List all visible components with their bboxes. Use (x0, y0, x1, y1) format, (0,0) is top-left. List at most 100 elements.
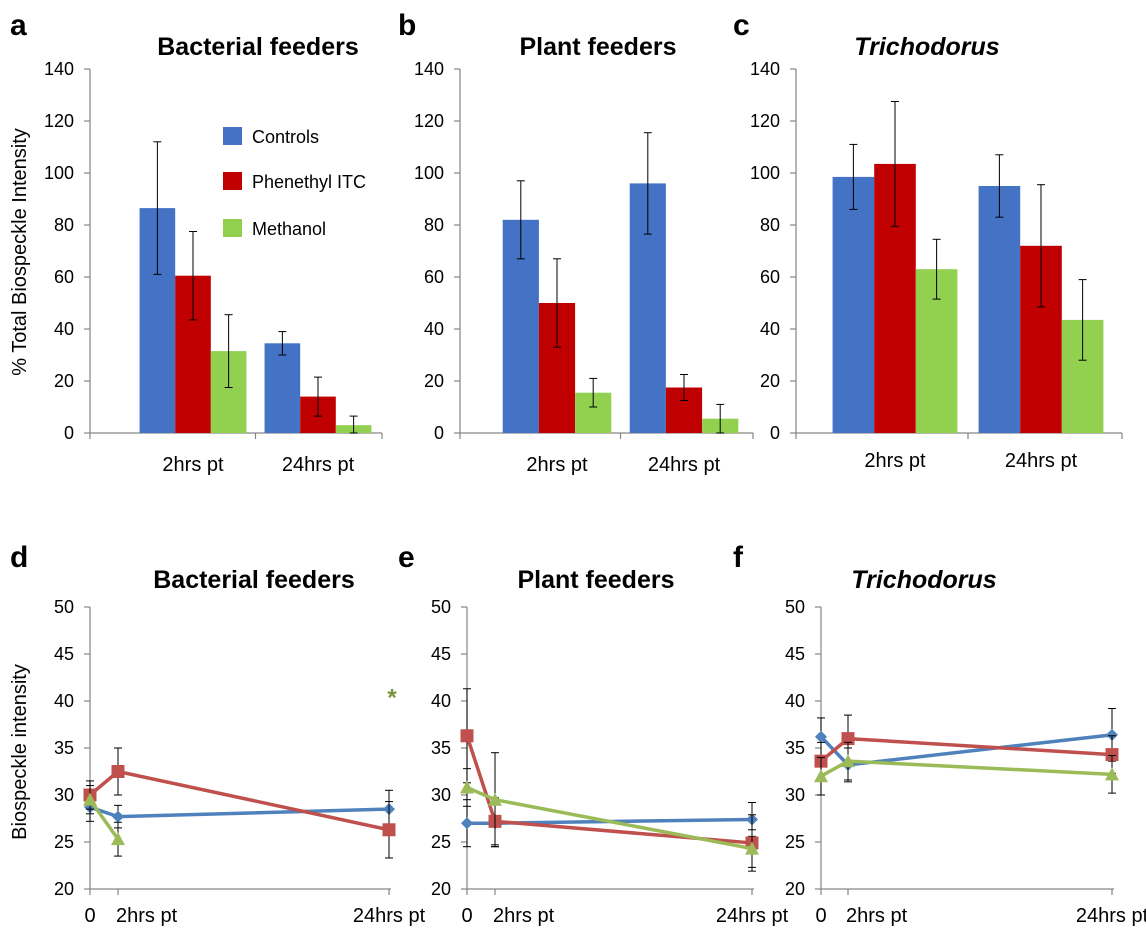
y-tick-label-f: 35 (785, 738, 805, 758)
x-tick-label-f: 24hrs pt (1076, 905, 1146, 927)
x-category-label-a: 2hrs pt (162, 454, 224, 476)
y-tick-label-e: 30 (431, 785, 451, 805)
point-phenethyl (841, 732, 855, 746)
point-controls (461, 817, 473, 830)
x-category-label-a: 24hrs pt (282, 454, 355, 476)
x-tick-label-e: 0 (461, 905, 472, 927)
y-tick-label-f: 20 (785, 879, 805, 899)
panel-letter-b: b (398, 9, 416, 42)
y-tick-label-c: 100 (750, 163, 780, 183)
x-tick-label-d: 24hrs pt (353, 905, 426, 927)
y-tick-label-d: 25 (54, 832, 74, 852)
legend-swatch-methanol (223, 219, 242, 237)
y-tick-label-d: 20 (54, 879, 74, 899)
x-category-label-b: 2hrs pt (526, 454, 588, 476)
point-controls (112, 810, 124, 823)
y-tick-label-c: 40 (760, 319, 780, 339)
y-tick-label-f: 45 (785, 644, 805, 664)
series-line-controls (89, 805, 390, 819)
y-tick-label-a: 0 (64, 423, 74, 443)
y-tick-label-d: 40 (54, 691, 74, 711)
y-tick-label-d: 45 (54, 644, 74, 664)
y-tick-label-e: 25 (431, 832, 451, 852)
y-tick-label-c: 80 (760, 215, 780, 235)
y-tick-label-f: 25 (785, 832, 805, 852)
point-methanol (745, 841, 759, 855)
x-category-label-c: 24hrs pt (1005, 450, 1078, 472)
legend-label-phenethyl: Phenethyl ITC (252, 172, 366, 192)
y-tick-label-c: 120 (750, 111, 780, 131)
y-tick-label-b: 80 (424, 215, 444, 235)
series-line-phenethyl (88, 769, 390, 832)
y-tick-label-d: 30 (54, 785, 74, 805)
panel-c: c Trichodorus 0 20 40 60 80 100 120 140 2hrs pt 24h… (733, 9, 1123, 472)
y-axis-title-bottom: Biospeckle intensity (9, 664, 31, 840)
point-methanol (111, 832, 125, 846)
y-tick-label-d: 35 (54, 738, 74, 758)
chart-panels: a Bacterial feeders 0 20 40 60 80 100 120 140 2hrs… (10, 9, 1146, 927)
panel-letter-d: d (10, 541, 28, 574)
x-category-label-c: 2hrs pt (864, 450, 926, 472)
x-tick-label-e: 2hrs pt (493, 905, 555, 927)
y-tick-label-a: 120 (44, 111, 74, 131)
y-tick-label-d: 50 (54, 597, 74, 617)
x-tick-label-e: 24hrs pt (716, 905, 789, 927)
y-tick-label-e: 40 (431, 691, 451, 711)
panel-f: f Trichodorus 20 25 30 35 40 45 50 0 2hrs pt 24hrs … (733, 541, 1146, 927)
y-tick-label-e: 20 (431, 879, 451, 899)
series-line-methanol (466, 785, 753, 851)
point-methanol (83, 792, 97, 806)
x-tick-label-f: 0 (815, 905, 826, 927)
bar-controls (264, 343, 301, 433)
point-phenethyl (111, 765, 125, 778)
y-tick-label-b: 60 (424, 267, 444, 287)
y-tick-label-b: 120 (414, 111, 444, 131)
series-line-phenethyl (465, 735, 753, 845)
point-methanol (841, 754, 855, 768)
legend-swatch-phenethyl (223, 172, 242, 190)
x-category-label-b: 24hrs pt (648, 454, 721, 476)
panel-letter-c: c (733, 9, 750, 42)
panel-d: d Bacterial feeders 20 25 30 35 40 45 50 0 2hrs pt… (10, 541, 426, 927)
y-tick-label-a: 140 (44, 59, 74, 79)
point-methanol (460, 780, 474, 794)
y-tick-label-a: 40 (54, 319, 74, 339)
point-phenethyl (1105, 748, 1119, 762)
chart-title-d: Bacterial feeders (153, 566, 355, 594)
y-tick-label-b: 0 (434, 423, 444, 443)
y-tick-label-a: 60 (54, 267, 74, 287)
y-tick-label-b: 140 (414, 59, 444, 79)
x-tick-label-d: 2hrs pt (116, 905, 178, 927)
y-tick-label-b: 40 (424, 319, 444, 339)
legend-swatch-controls (223, 127, 242, 145)
y-tick-label-f: 30 (785, 785, 805, 805)
y-tick-label-a: 80 (54, 215, 74, 235)
y-tick-label-b: 20 (424, 371, 444, 391)
series-line-methanol (820, 759, 1113, 778)
point-controls (1106, 728, 1118, 741)
panel-letter-a: a (10, 9, 27, 42)
panel-b: b Plant feeders 0 20 40 60 80 100 120 140 2hrs pt 2… (398, 9, 754, 476)
chart-title-b: Plant feeders (519, 33, 676, 61)
y-axis-title-top: % Total Biospeckle Intensity (9, 128, 31, 376)
point-methanol (488, 792, 502, 806)
y-tick-label-e: 35 (431, 738, 451, 758)
y-tick-label-f: 50 (785, 597, 805, 617)
x-tick-label-d: 0 (84, 905, 95, 927)
y-tick-label-e: 45 (431, 644, 451, 664)
chart-title-a: Bacterial feeders (157, 33, 359, 61)
chart-title-e: Plant feeders (517, 566, 674, 594)
panel-a: a Bacterial feeders 0 20 40 60 80 100 120 140 2hrs… (10, 9, 383, 476)
y-tick-label-c: 0 (770, 423, 780, 443)
y-tick-label-c: 140 (750, 59, 780, 79)
point-phenethyl (460, 729, 474, 743)
y-tick-label-b: 100 (414, 163, 444, 183)
legend-label-methanol: Methanol (252, 219, 326, 239)
legend-label-controls: Controls (252, 127, 319, 147)
point-methanol (814, 769, 828, 783)
y-tick-label-a: 20 (54, 371, 74, 391)
bar-controls (832, 176, 875, 433)
bar-controls (978, 186, 1021, 433)
y-tick-label-e: 50 (431, 597, 451, 617)
